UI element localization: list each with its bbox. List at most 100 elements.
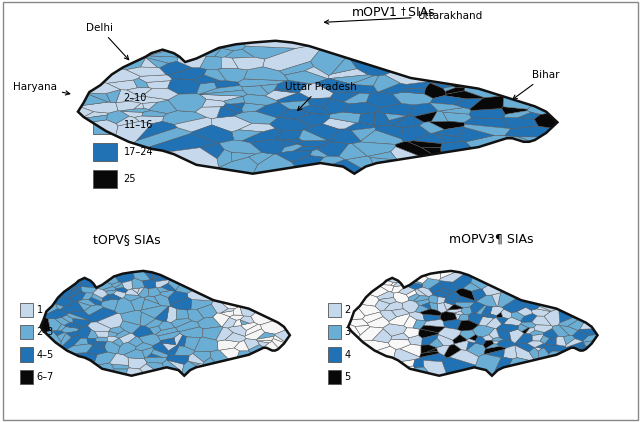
Polygon shape [45, 303, 58, 315]
Polygon shape [167, 355, 189, 364]
Polygon shape [329, 69, 368, 78]
Polygon shape [83, 112, 109, 118]
Polygon shape [62, 327, 79, 333]
Polygon shape [503, 317, 522, 326]
Polygon shape [504, 111, 531, 117]
Polygon shape [124, 295, 141, 301]
Polygon shape [194, 337, 218, 352]
Text: mOPV1: mOPV1 [351, 6, 397, 19]
Polygon shape [174, 117, 212, 132]
Polygon shape [438, 288, 455, 295]
Polygon shape [69, 292, 86, 301]
Polygon shape [222, 317, 237, 328]
Polygon shape [352, 142, 395, 156]
Polygon shape [256, 336, 274, 341]
Polygon shape [57, 324, 66, 331]
Polygon shape [433, 127, 465, 137]
Polygon shape [221, 308, 235, 313]
Polygon shape [389, 314, 410, 326]
Polygon shape [458, 320, 479, 331]
Polygon shape [163, 360, 182, 373]
Polygon shape [232, 130, 262, 141]
Polygon shape [429, 81, 453, 86]
Polygon shape [203, 327, 223, 340]
Polygon shape [524, 301, 540, 310]
Polygon shape [538, 348, 549, 359]
Bar [93, 116, 117, 133]
Polygon shape [420, 309, 442, 316]
Polygon shape [444, 91, 485, 99]
Polygon shape [398, 286, 415, 295]
Polygon shape [106, 276, 119, 284]
Polygon shape [522, 327, 530, 333]
Polygon shape [138, 75, 172, 82]
Polygon shape [331, 129, 361, 144]
Polygon shape [456, 288, 475, 300]
Polygon shape [62, 315, 73, 323]
Polygon shape [241, 322, 258, 330]
Polygon shape [46, 330, 61, 346]
Polygon shape [424, 360, 447, 376]
Polygon shape [426, 348, 438, 353]
Polygon shape [215, 48, 233, 57]
Polygon shape [552, 325, 569, 336]
Polygon shape [256, 102, 289, 118]
Polygon shape [464, 124, 510, 135]
Polygon shape [242, 103, 267, 112]
Polygon shape [53, 330, 65, 336]
Polygon shape [242, 128, 282, 143]
Bar [20, 325, 33, 339]
Polygon shape [188, 354, 204, 364]
Polygon shape [156, 287, 170, 292]
Polygon shape [400, 360, 415, 367]
Polygon shape [417, 287, 432, 296]
Polygon shape [97, 313, 123, 328]
Polygon shape [575, 346, 588, 351]
Polygon shape [578, 329, 597, 335]
Polygon shape [531, 309, 551, 316]
Polygon shape [459, 127, 494, 142]
Polygon shape [439, 281, 458, 292]
Polygon shape [55, 317, 70, 325]
Polygon shape [402, 300, 419, 313]
Polygon shape [144, 357, 167, 363]
Polygon shape [476, 354, 501, 376]
Polygon shape [272, 338, 285, 349]
Polygon shape [548, 351, 563, 357]
Polygon shape [429, 282, 443, 293]
Polygon shape [147, 133, 219, 152]
Polygon shape [245, 329, 265, 340]
Polygon shape [80, 278, 98, 288]
Polygon shape [381, 281, 394, 285]
Polygon shape [213, 313, 229, 327]
Text: 2–3: 2–3 [37, 327, 54, 337]
Polygon shape [315, 78, 351, 93]
Polygon shape [158, 322, 175, 330]
Text: 6–7: 6–7 [37, 372, 54, 382]
Polygon shape [133, 271, 151, 281]
Polygon shape [408, 335, 422, 346]
Polygon shape [196, 364, 205, 367]
Polygon shape [464, 118, 510, 129]
Polygon shape [440, 141, 472, 153]
Polygon shape [393, 92, 433, 105]
Polygon shape [354, 325, 370, 335]
Polygon shape [422, 334, 438, 345]
Polygon shape [460, 330, 476, 340]
Polygon shape [135, 116, 163, 124]
Polygon shape [429, 121, 465, 130]
Polygon shape [385, 114, 407, 120]
Polygon shape [466, 342, 476, 350]
Polygon shape [78, 107, 94, 117]
Polygon shape [374, 75, 400, 92]
Polygon shape [429, 302, 438, 311]
Polygon shape [403, 88, 426, 94]
Polygon shape [113, 291, 126, 298]
Polygon shape [311, 49, 346, 76]
Polygon shape [424, 83, 446, 98]
Polygon shape [447, 304, 463, 310]
Polygon shape [415, 276, 428, 284]
Polygon shape [395, 142, 432, 156]
Polygon shape [261, 321, 286, 334]
Polygon shape [515, 333, 533, 344]
